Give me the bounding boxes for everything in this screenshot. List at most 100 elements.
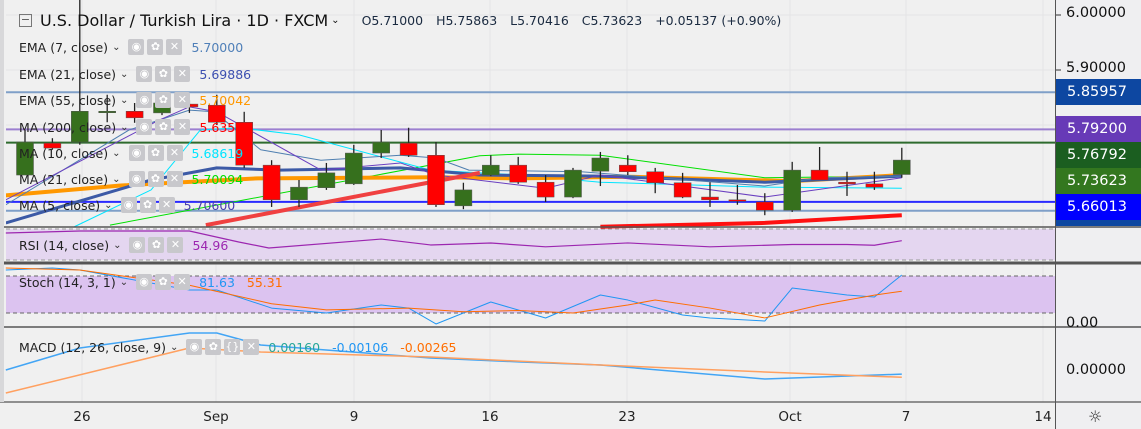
indicator-legend[interactable]: MACD (12, 26, close, 9) ⌄ ◉ ✿{} ✕ 0.00160 -0.0…: [19, 338, 463, 356]
close-icon[interactable]: ✕: [174, 274, 191, 290]
eye-icon[interactable]: ◉: [136, 274, 153, 290]
indicator-value: 5.70042: [199, 92, 252, 108]
indicator-label[interactable]: EMA (21, close): [19, 66, 117, 82]
exchange[interactable]: FXCM: [284, 10, 329, 30]
chevron-down-icon[interactable]: ⌄: [120, 121, 129, 133]
close-icon[interactable]: ✕: [167, 237, 184, 253]
indicator-label[interactable]: EMA (7, close): [19, 39, 109, 55]
gear-icon[interactable]: ☼: [1088, 407, 1103, 426]
gear-icon[interactable]: ✿: [155, 92, 172, 108]
indicator-legend[interactable]: RSI (14, close) ⌄ ◉ ✿ ✕ 54.96: [19, 236, 234, 254]
indicator-legend[interactable]: MA (21, close) ⌄ ◉ ✿ ✕ 5.70094: [19, 170, 249, 188]
gear-icon[interactable]: ✿: [147, 171, 164, 187]
chevron-down-icon[interactable]: ⌄: [112, 173, 121, 185]
eye-icon[interactable]: ◉: [136, 66, 153, 82]
close-icon[interactable]: ✕: [166, 39, 183, 55]
price-tick: 6.00000: [1066, 5, 1126, 21]
indicator-value: -0.00265: [400, 339, 457, 355]
eye-icon[interactable]: ◉: [186, 339, 203, 355]
candle-body: [509, 164, 527, 183]
candle-body: [317, 172, 336, 188]
close-value: C5.73623: [581, 12, 643, 28]
interval[interactable]: 1D: [246, 10, 269, 30]
candle-body: [399, 142, 418, 156]
chevron-down-icon[interactable]: ⌄: [170, 341, 179, 353]
candle-body: [728, 199, 747, 202]
chevron-down-icon[interactable]: ⌄: [119, 276, 129, 288]
indicator-legend[interactable]: EMA (55, close) ⌄ ◉ ✿ ✕ 5.70042: [19, 91, 257, 109]
candle-body: [619, 164, 637, 172]
indicator-legend[interactable]: EMA (7, close) ⌄ ◉ ✿ ✕ 5.70000: [19, 38, 249, 56]
indicator-legend[interactable]: EMA (21, close) ⌄ ◉ ✿ ✕ 5.69886: [19, 65, 257, 83]
indicator-legend[interactable]: MA (10, close) ⌄ ◉ ✿ ✕ 5.68619: [19, 144, 249, 162]
candle-body: [482, 164, 500, 176]
stoch-d-line: [5, 267, 902, 319]
gear-icon[interactable]: ✿: [155, 274, 172, 290]
gear-icon[interactable]: ✿: [139, 197, 156, 213]
chevron-down-icon[interactable]: ⌄: [120, 68, 129, 80]
indicator-legend[interactable]: MA (5, close) ⌄ ◉ ✿ ✕ 5.70600: [19, 196, 241, 214]
indicator-value: 5.70000: [191, 39, 244, 55]
price-label: 5.66013: [1056, 194, 1141, 220]
close-icon[interactable]: ✕: [166, 171, 183, 187]
eye-icon[interactable]: ◉: [129, 237, 146, 253]
time-label: 26: [73, 409, 91, 425]
chevron-down-icon[interactable]: ⌄: [112, 147, 121, 159]
candle-body: [810, 169, 829, 181]
gear-icon[interactable]: ✿: [147, 145, 164, 161]
gear-icon[interactable]: ✿: [155, 66, 172, 82]
gear-icon[interactable]: ✿: [155, 119, 172, 135]
candle-body: [290, 186, 308, 201]
candle-body: [564, 169, 582, 198]
close-icon[interactable]: ✕: [174, 92, 191, 108]
eye-icon[interactable]: ◉: [128, 39, 145, 55]
time-label: 23: [618, 409, 636, 425]
indicator-line: [600, 213, 902, 229]
close-icon[interactable]: ✕: [166, 145, 183, 161]
chevron-down-icon[interactable]: ⌄: [120, 94, 129, 106]
price-label: 5.79200: [1056, 116, 1141, 142]
indicator-value: 5.68619: [191, 145, 244, 161]
eye-icon[interactable]: ◉: [136, 92, 153, 108]
indicator-legend[interactable]: MA (200, close) ⌄ ◉ ✿ ✕ 5.6357: [19, 118, 249, 136]
time-label: 14: [1034, 409, 1052, 425]
gear-icon[interactable]: ✿: [147, 39, 164, 55]
time-label: Sep: [203, 409, 229, 425]
symbol-name[interactable]: U.S. Dollar / Turkish Lira: [40, 10, 232, 30]
eye-icon[interactable]: ◉: [136, 119, 153, 135]
chevron-down-icon[interactable]: ⌄: [104, 199, 113, 211]
candle-body: [43, 142, 62, 149]
indicator-label[interactable]: MACD (12, 26, close, 9): [19, 339, 166, 355]
eye-icon[interactable]: ◉: [128, 171, 145, 187]
indicator-label[interactable]: MA (200, close): [19, 119, 117, 135]
close-icon[interactable]: ✕: [158, 197, 175, 213]
price-label: 5.73623: [1056, 168, 1141, 194]
candle-body: [454, 189, 473, 207]
indicator-value: 55.31: [246, 274, 283, 290]
close-icon[interactable]: ✕: [174, 119, 191, 135]
price-tick: 5.90000: [1066, 60, 1126, 76]
indicator-label[interactable]: MA (21, close): [19, 171, 109, 187]
candle-body: [345, 152, 363, 185]
candle-body: [783, 169, 801, 211]
gear-icon[interactable]: ✿: [148, 237, 165, 253]
price-label-strip: [1056, 220, 1141, 226]
close-icon[interactable]: ✕: [174, 66, 191, 82]
chevron-down-icon[interactable]: ⌄: [113, 239, 122, 251]
chevron-down-icon[interactable]: ⌄: [112, 41, 121, 53]
indicator-label[interactable]: EMA (55, close): [19, 92, 117, 108]
indicator-label[interactable]: RSI (14, close): [19, 237, 110, 253]
eye-icon[interactable]: ◉: [128, 145, 145, 161]
macd-line: [5, 332, 902, 380]
eye-icon[interactable]: ◉: [120, 197, 137, 213]
chevron-down-icon[interactable]: ⌄: [331, 14, 340, 26]
indicator-label[interactable]: Stoch (14, 3, 1): [19, 274, 116, 290]
braces-icon[interactable]: {}: [224, 339, 241, 355]
close-icon[interactable]: ✕: [243, 339, 260, 355]
minus-box-icon[interactable]: −: [19, 12, 32, 27]
indicator-label[interactable]: MA (5, close): [19, 197, 101, 213]
indicator-label[interactable]: MA (10, close): [19, 145, 109, 161]
gear-icon[interactable]: ✿: [205, 339, 222, 355]
indicator-legend[interactable]: Stoch (14, 3, 1) ⌄ ◉ ✿ ✕ 81.63 55.31: [19, 273, 289, 291]
